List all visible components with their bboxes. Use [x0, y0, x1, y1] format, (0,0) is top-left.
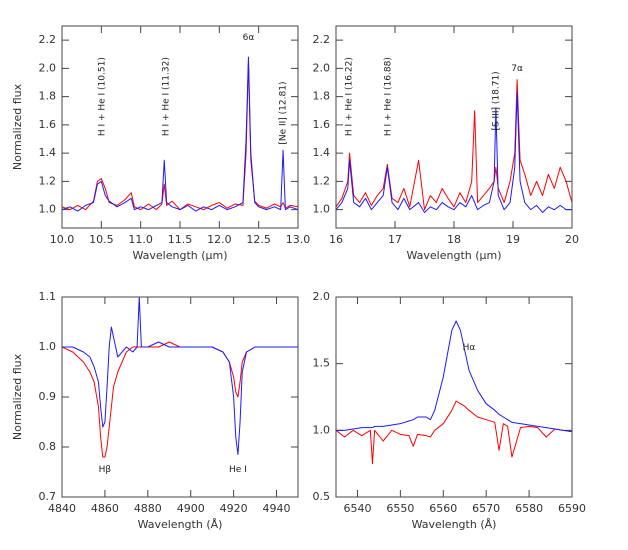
- y-axis-label: Normalized flux: [11, 353, 24, 440]
- y-tick-label: 2.0: [39, 61, 57, 74]
- x-tick-label: 16: [329, 233, 343, 246]
- y-tick-label: 2.2: [313, 33, 331, 46]
- annotation: Hα: [463, 343, 476, 353]
- x-tick-label: 4880: [134, 502, 162, 515]
- y-tick-label: 1.1: [39, 290, 57, 303]
- annotation: H I + He I (10.51): [98, 57, 108, 136]
- y-tick-label: 1.0: [313, 203, 331, 216]
- x-tick-label: 4840: [48, 502, 76, 515]
- y-tick-label: 1.0: [39, 203, 57, 216]
- y-tick-label: 0.9: [39, 390, 57, 403]
- y-axis-label: Normalized flux: [11, 83, 24, 170]
- y-tick-label: 2.0: [313, 290, 331, 303]
- x-tick-label: 17: [388, 233, 402, 246]
- y-tick-label: 1.4: [39, 146, 57, 159]
- x-tick-label: 6560: [429, 502, 457, 515]
- spectrum-line: [62, 341, 298, 458]
- plot-frame: [335, 25, 573, 229]
- x-tick-label: 4900: [177, 502, 205, 515]
- x-axis-label: Wavelength (μm): [132, 249, 227, 262]
- y-tick-label: 0.8: [39, 440, 57, 453]
- x-tick-label: 4860: [91, 502, 119, 515]
- panel: 6540 6550 6560 6570 6580 6590 0.5 1.0 1.5 2.0 Wave…: [313, 290, 587, 531]
- x-tick-label: 20: [565, 233, 579, 246]
- plot-frame: [335, 296, 573, 498]
- y-tick-label: 1.8: [313, 90, 331, 103]
- x-tick-label: 11.0: [128, 233, 153, 246]
- x-axis-label: Wavelength (Å): [138, 518, 223, 531]
- y-tick-label: 1.2: [313, 174, 331, 187]
- x-tick-label: 13.0: [286, 233, 311, 246]
- y-tick-label: 1.5: [313, 357, 331, 370]
- y-tick-label: 2.2: [39, 33, 57, 46]
- annotation: Hβ: [99, 465, 112, 475]
- x-tick-label: 12.5: [246, 233, 271, 246]
- annotation: H I + He I (16.88): [383, 57, 393, 136]
- y-tick-label: 1.0: [39, 340, 57, 353]
- y-tick-label: 1.0: [313, 423, 331, 436]
- annotation: He I: [229, 465, 247, 475]
- panel: 10.0 10.5 11.0 11.5 12.0 12.5 13.0 1.0 1.2 1.4 1.6…: [11, 25, 311, 262]
- panel: 4840 4860 4880 4900 4920 4940 0.7 0.8 0.9 1.0 1.1 W…: [11, 290, 299, 531]
- y-tick-label: 1.2: [39, 174, 57, 187]
- x-axis-label: Wavelength (μm): [406, 249, 501, 262]
- x-tick-label: 6590: [558, 502, 586, 515]
- x-tick-label: 10.5: [89, 233, 114, 246]
- x-tick-label: 6580: [515, 502, 543, 515]
- spectrum-line: [336, 320, 572, 433]
- annotation: 6α: [243, 33, 255, 43]
- annotation: H I + He I (16.22): [344, 57, 354, 136]
- y-tick-label: 0.5: [313, 490, 331, 503]
- x-tick-label: 6570: [472, 502, 500, 515]
- y-tick-label: 1.6: [39, 118, 57, 131]
- x-tick-label: 6540: [343, 502, 371, 515]
- x-tick-label: 10.0: [50, 233, 75, 246]
- spectrum-line: [62, 56, 298, 212]
- x-tick-label: 11.5: [168, 233, 193, 246]
- annotation: [S III] (18.71): [491, 71, 501, 130]
- annotation: [Ne II] (12.81): [279, 82, 289, 145]
- y-tick-label: 2.0: [313, 61, 331, 74]
- y-tick-label: 1.8: [39, 90, 57, 103]
- x-tick-label: 18: [447, 233, 461, 246]
- x-tick-label: 12.0: [207, 233, 232, 246]
- x-tick-label: 19: [506, 233, 520, 246]
- plot-frame: [61, 25, 299, 229]
- spectrum-line: [336, 79, 572, 211]
- spectrum-line: [62, 297, 298, 455]
- spectrum-line: [336, 400, 572, 465]
- annotation: 7α: [511, 64, 523, 74]
- x-tick-label: 4920: [220, 502, 248, 515]
- panel: 16 17 18 19 20 1.0 1.2 1.4 1.6 1.8 2.0 2.2 Wavelengt…: [313, 25, 579, 262]
- y-tick-label: 1.6: [313, 118, 331, 131]
- y-tick-label: 1.4: [313, 146, 331, 159]
- x-axis-label: Wavelength (Å): [412, 518, 497, 531]
- y-tick-label: 0.7: [39, 490, 57, 503]
- x-tick-label: 6550: [386, 502, 414, 515]
- annotation: H I + He I (11.32): [161, 57, 171, 136]
- x-tick-label: 4940: [263, 502, 291, 515]
- plot-frame: [61, 296, 299, 498]
- spectrum-line: [336, 91, 572, 213]
